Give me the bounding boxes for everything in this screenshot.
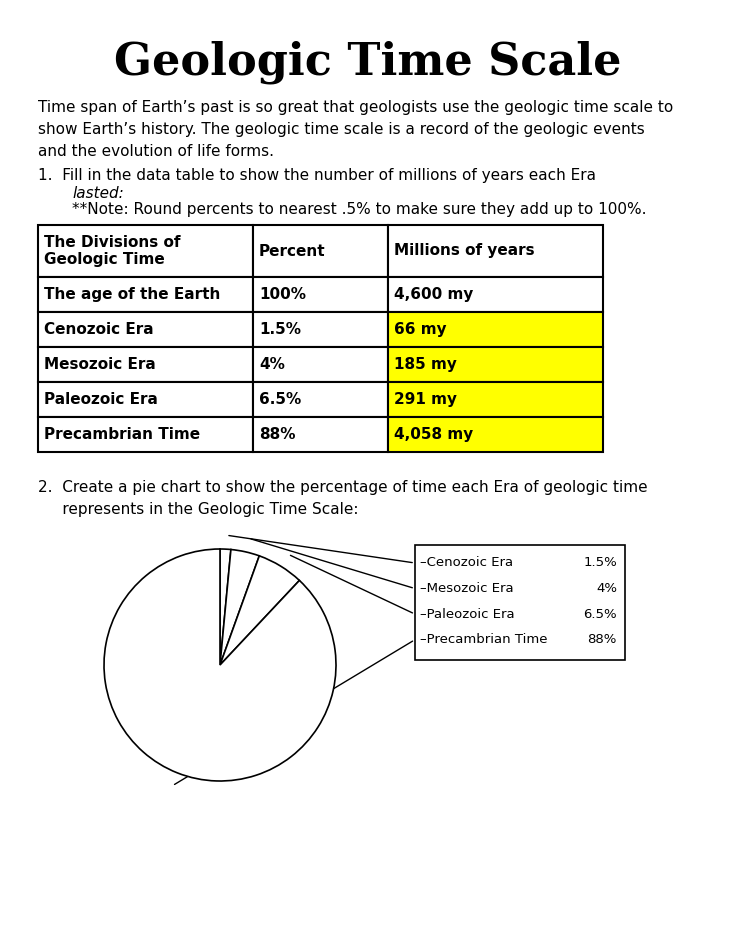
Bar [253, 347, 388, 382]
Text: lasted:: lasted: [72, 186, 123, 201]
Bar [253, 417, 388, 452]
Text: Time span of Earth’s past is so great that geologists use the geologic time scal: Time span of Earth’s past is so great th… [38, 100, 673, 159]
Text: 6.5%: 6.5% [259, 392, 301, 407]
Text: 4,058 my: 4,058 my [394, 427, 473, 442]
Text: 2.  Create a pie chart to show the percentage of time each Era of geologic time
: 2. Create a pie chart to show the percen… [38, 480, 648, 517]
Text: Cenozoic Era: Cenozoic Era [44, 322, 154, 337]
Text: 1.5%: 1.5% [259, 322, 301, 337]
Text: 66 my: 66 my [394, 322, 447, 337]
Text: The age of the Earth: The age of the Earth [44, 287, 220, 302]
Bar [388, 225, 603, 277]
Text: –Mesozoic Era: –Mesozoic Era [420, 582, 514, 595]
Bar [388, 312, 603, 347]
Text: –Paleozoic Era: –Paleozoic Era [420, 607, 514, 621]
Bar [38, 312, 253, 347]
Text: **Note: Round percents to nearest .5% to make sure they add up to 100%.: **Note: Round percents to nearest .5% to… [72, 202, 647, 217]
Text: Precambrian Time: Precambrian Time [44, 427, 200, 442]
Text: 1.  Fill in the data table to show the number of millions of years each Era: 1. Fill in the data table to show the nu… [38, 168, 596, 183]
Text: 88%: 88% [259, 427, 295, 442]
Text: 291 my: 291 my [394, 392, 457, 407]
Text: Paleozoic Era: Paleozoic Era [44, 392, 158, 407]
Text: Percent: Percent [259, 244, 326, 259]
Bar [253, 277, 388, 312]
Bar [388, 382, 603, 417]
Text: 100%: 100% [259, 287, 306, 302]
Wedge shape [220, 549, 259, 665]
Wedge shape [220, 549, 231, 665]
Text: Geologic Time Scale: Geologic Time Scale [114, 40, 621, 84]
Text: 4%: 4% [596, 582, 617, 595]
Bar [38, 277, 253, 312]
Bar [415, 545, 625, 660]
Text: Millions of years: Millions of years [394, 244, 534, 259]
Bar [388, 417, 603, 452]
Wedge shape [220, 556, 299, 665]
Text: The Divisions of
Geologic Time: The Divisions of Geologic Time [44, 235, 181, 268]
Text: 4,600 my: 4,600 my [394, 287, 473, 302]
Bar [38, 417, 253, 452]
Bar [253, 312, 388, 347]
Bar [388, 277, 603, 312]
Text: 185 my: 185 my [394, 357, 457, 372]
Bar [253, 382, 388, 417]
Wedge shape [104, 549, 336, 781]
Text: –Cenozoic Era: –Cenozoic Era [420, 557, 513, 569]
Text: Mesozoic Era: Mesozoic Era [44, 357, 156, 372]
Text: 6.5%: 6.5% [584, 607, 617, 621]
Bar [388, 347, 603, 382]
Text: 88%: 88% [587, 633, 617, 646]
Text: 1.5%: 1.5% [584, 557, 617, 569]
Text: 4%: 4% [259, 357, 285, 372]
Bar [253, 225, 388, 277]
Bar [38, 347, 253, 382]
Bar [38, 382, 253, 417]
Bar [38, 225, 253, 277]
Text: –Precambrian Time: –Precambrian Time [420, 633, 548, 646]
